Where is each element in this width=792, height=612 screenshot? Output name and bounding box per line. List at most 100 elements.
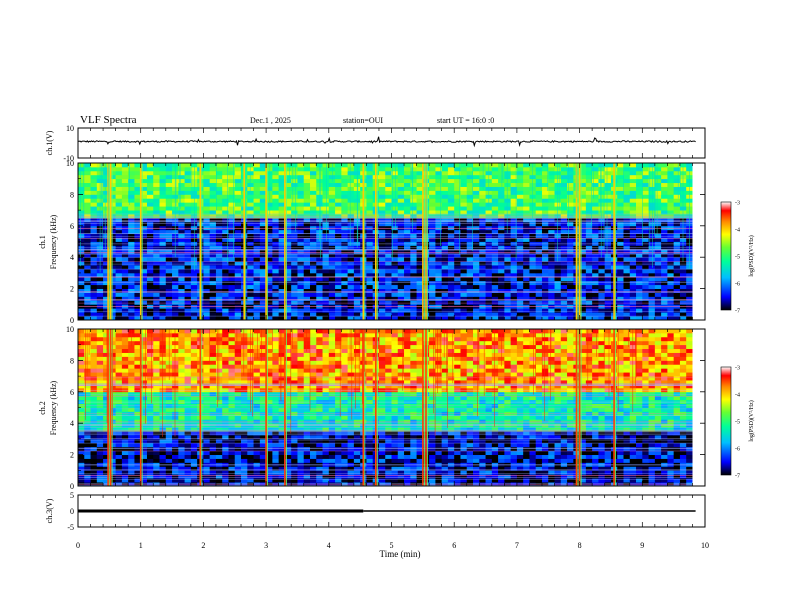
spectrogram-cell [259,198,267,203]
spectrogram-cell [222,166,229,172]
spectrogram-cell [410,268,417,274]
spectrogram-cell [636,268,643,274]
spectrogram-cell [84,478,91,483]
spectrogram-cell [172,257,179,262]
spectrogram-cell [222,450,229,456]
spectrogram-cell [560,292,568,297]
spectrogram-cell [103,237,110,242]
spectrogram-cell [661,182,668,187]
spectrogram-cell [592,284,599,290]
spectrogram-cell [473,268,480,274]
spectrogram-cell [410,288,417,293]
spectrogram-cell [592,221,599,227]
spectrogram-cell [623,284,631,290]
spectrogram-cell [341,454,349,459]
spectrogram-cell [366,198,374,203]
spectrogram-cell [523,257,530,262]
spectrogram-cell [516,202,524,207]
spectrogram-cell [491,178,499,184]
spectrogram-cell [297,178,305,184]
spectrogram-cell [234,268,242,274]
spectrogram-cell [629,478,637,483]
spectrogram-cell [516,478,524,483]
spectrogram-cell [134,300,142,305]
spectrogram-cell [466,474,474,479]
spectrogram-cell [203,186,211,191]
spectrogram-cell [134,276,142,282]
spectrogram-cell [466,210,474,215]
spectrogram-cell [153,233,160,238]
spectrogram-cell [554,276,562,282]
spectrogram-cell [617,190,624,195]
spectrogram-cell [391,198,399,203]
spectrogram-cell [253,217,261,223]
spectrogram-cell [473,272,480,278]
spectrogram-cell [642,450,649,456]
spectrogram-cell [648,284,656,290]
spectrogram-cell [146,257,154,262]
spectrogram-cell [416,198,424,203]
spectrogram-cell [441,272,449,278]
spectrogram-cell [284,458,292,463]
spectrogram-cell [165,174,173,180]
spectrogram-cell [410,296,417,301]
spectrogram-cell [667,478,675,483]
spectrogram-cell [460,300,468,305]
spectrogram-cell [629,174,637,180]
spectrogram-cell [253,198,261,203]
spectrogram-cell [654,470,662,475]
spectrogram-cell [654,237,662,242]
spectrogram-cell [416,466,424,471]
spectrogram-cell [523,276,530,282]
spectrogram-cell [134,308,142,313]
spectrogram-cell [378,249,386,254]
spectrogram-cell [109,178,117,184]
spectrogram-cell [410,265,417,270]
spectrogram-cell [667,202,675,207]
spectrogram-cell [460,257,468,262]
spectrogram-cell [247,217,254,223]
spectrogram-cell [222,300,229,305]
ch1-spec-ytick-label: 6 [70,222,74,231]
spectrogram-cell [416,261,424,266]
spectrogram-cell [297,280,305,286]
spectrogram-cell [529,257,537,262]
spectrogram-cell [328,210,336,215]
spectrogram-cell [184,186,192,191]
spectrogram-cell [335,284,342,290]
spectrogram-cell [523,206,530,211]
spectrogram-cell [491,268,499,274]
spectrogram-cell [115,276,123,282]
spectrogram-cell [316,470,323,475]
spectrogram-cell [253,478,261,483]
spectrogram-cell [347,257,355,262]
spectrogram-cell [598,316,606,321]
spectrogram-cell [178,261,185,266]
spectrogram-cell [410,170,417,176]
spectrogram-cell [140,276,148,282]
spectrogram-cell [103,466,110,471]
spectrogram-cell [636,194,643,199]
spectrogram-cell [673,182,681,187]
spectrogram-cell [203,296,211,301]
spectrogram-cell [642,257,649,262]
spectrogram-cell [629,272,637,278]
spectrogram-cell [617,265,624,270]
spectrogram-cell [272,198,280,203]
spectrogram-cell [529,276,537,282]
spectrogram-cell [146,253,154,258]
spectrogram-cell [253,233,261,238]
spectrogram-cell [103,296,110,301]
spectrogram-cell [90,474,98,479]
spectrogram-cell [165,249,173,254]
spectrogram-cell [473,229,480,235]
spectrogram-cell [234,272,242,278]
spectrogram-cell [585,178,593,184]
spectrogram-cell [153,462,160,467]
start-time-label: start UT = 16:0 :0 [437,116,494,125]
spectrogram-cell [498,276,505,282]
spectrogram-cell [529,265,537,270]
spectrogram-cell [460,265,468,270]
spectrogram-cell [579,280,587,286]
spectrogram-cell [623,202,631,207]
